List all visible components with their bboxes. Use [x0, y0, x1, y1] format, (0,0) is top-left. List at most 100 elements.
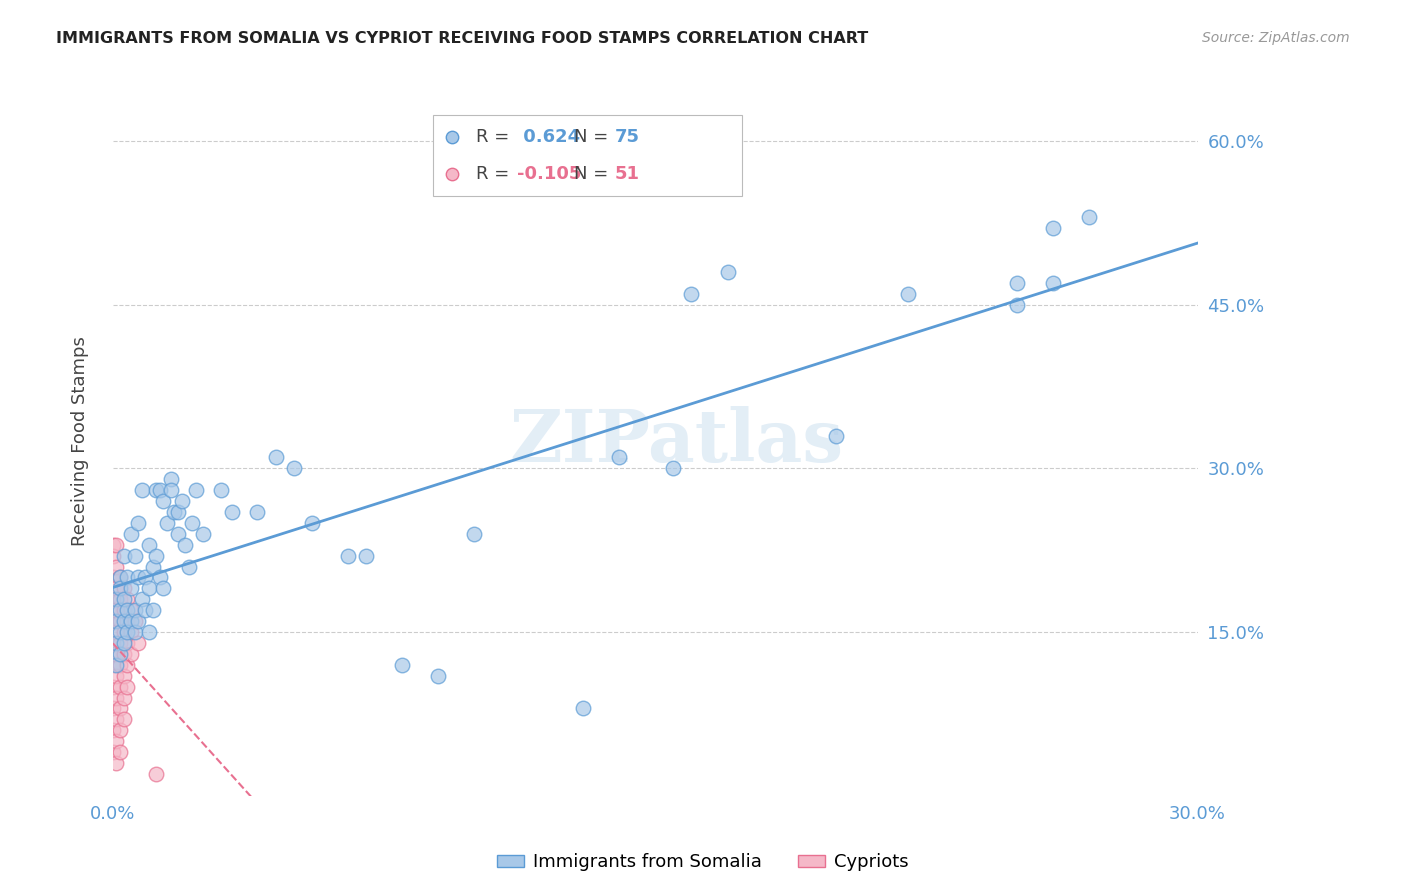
- Point: [108, 592, 131, 607]
- Point: [108, 657, 131, 672]
- Point: [105, 669, 128, 683]
- Point: [112, 592, 135, 607]
- Point: [159, 483, 181, 498]
- Point: [112, 636, 135, 650]
- Point: [174, 538, 197, 552]
- Point: [149, 483, 172, 498]
- Point: [354, 549, 377, 563]
- Text: N =: N =: [574, 128, 614, 145]
- Point: [101, 570, 124, 584]
- Point: [117, 614, 139, 628]
- Point: [177, 559, 200, 574]
- Point: [101, 636, 124, 650]
- Point: [184, 483, 207, 498]
- Point: [101, 549, 124, 563]
- Point: [117, 625, 139, 640]
- Point: [120, 582, 142, 596]
- Point: [101, 745, 124, 759]
- Point: [105, 582, 128, 596]
- Point: [142, 603, 165, 617]
- Point: [167, 526, 190, 541]
- Point: [105, 592, 128, 607]
- Point: [117, 680, 139, 694]
- Point: [101, 592, 124, 607]
- Point: [101, 538, 124, 552]
- Point: [209, 483, 232, 498]
- Point: [134, 603, 156, 617]
- Point: [105, 636, 128, 650]
- Point: [264, 450, 287, 465]
- Point: [108, 570, 131, 584]
- Point: [117, 657, 139, 672]
- Point: [105, 559, 128, 574]
- Point: [149, 570, 172, 584]
- Point: [117, 636, 139, 650]
- Point: [101, 723, 124, 738]
- Point: [156, 516, 179, 530]
- Point: [124, 603, 146, 617]
- Point: [108, 603, 131, 617]
- Y-axis label: Receiving Food Stamps: Receiving Food Stamps: [72, 336, 89, 546]
- Point: [112, 614, 135, 628]
- Point: [681, 286, 703, 301]
- Point: [124, 549, 146, 563]
- Text: 75: 75: [614, 128, 640, 145]
- Point: [145, 549, 167, 563]
- Point: [127, 614, 149, 628]
- Text: Source: ZipAtlas.com: Source: ZipAtlas.com: [1202, 31, 1350, 45]
- Point: [301, 516, 323, 530]
- Legend: Immigrants from Somalia, Cypriots: Immigrants from Somalia, Cypriots: [489, 847, 917, 879]
- Point: [117, 603, 139, 617]
- Point: [120, 603, 142, 617]
- Point: [112, 712, 135, 726]
- Point: [105, 538, 128, 552]
- Point: [607, 450, 630, 465]
- Point: [105, 690, 128, 705]
- Point: [1078, 211, 1101, 225]
- Point: [181, 516, 204, 530]
- Point: [131, 592, 153, 607]
- Point: [163, 505, 186, 519]
- Point: [105, 712, 128, 726]
- Point: [1005, 298, 1028, 312]
- Point: [117, 570, 139, 584]
- Point: [124, 625, 146, 640]
- Text: 51: 51: [614, 165, 640, 183]
- Point: [101, 657, 124, 672]
- Point: [108, 625, 131, 640]
- Point: [124, 614, 146, 628]
- Point: [221, 505, 243, 519]
- Point: [112, 603, 135, 617]
- Point: [105, 734, 128, 748]
- Point: [662, 461, 685, 475]
- Point: [138, 538, 160, 552]
- Point: [105, 625, 128, 640]
- Point: [138, 625, 160, 640]
- Point: [120, 614, 142, 628]
- Point: [134, 570, 156, 584]
- Text: 0.624: 0.624: [517, 128, 581, 145]
- Point: [131, 483, 153, 498]
- Point: [101, 603, 124, 617]
- Point: [283, 461, 305, 475]
- Point: [108, 723, 131, 738]
- Point: [108, 647, 131, 661]
- Point: [108, 680, 131, 694]
- Point: [127, 516, 149, 530]
- Point: [101, 701, 124, 715]
- Point: [105, 657, 128, 672]
- Point: [170, 494, 193, 508]
- Point: [105, 603, 128, 617]
- Point: [193, 526, 215, 541]
- Point: [112, 690, 135, 705]
- Point: [105, 647, 128, 661]
- Point: [152, 582, 174, 596]
- Point: [138, 582, 160, 596]
- Point: [246, 505, 269, 519]
- Point: [572, 701, 595, 715]
- Text: R =: R =: [477, 128, 515, 145]
- Point: [117, 592, 139, 607]
- Point: [105, 756, 128, 770]
- Point: [112, 669, 135, 683]
- Text: N =: N =: [574, 165, 614, 183]
